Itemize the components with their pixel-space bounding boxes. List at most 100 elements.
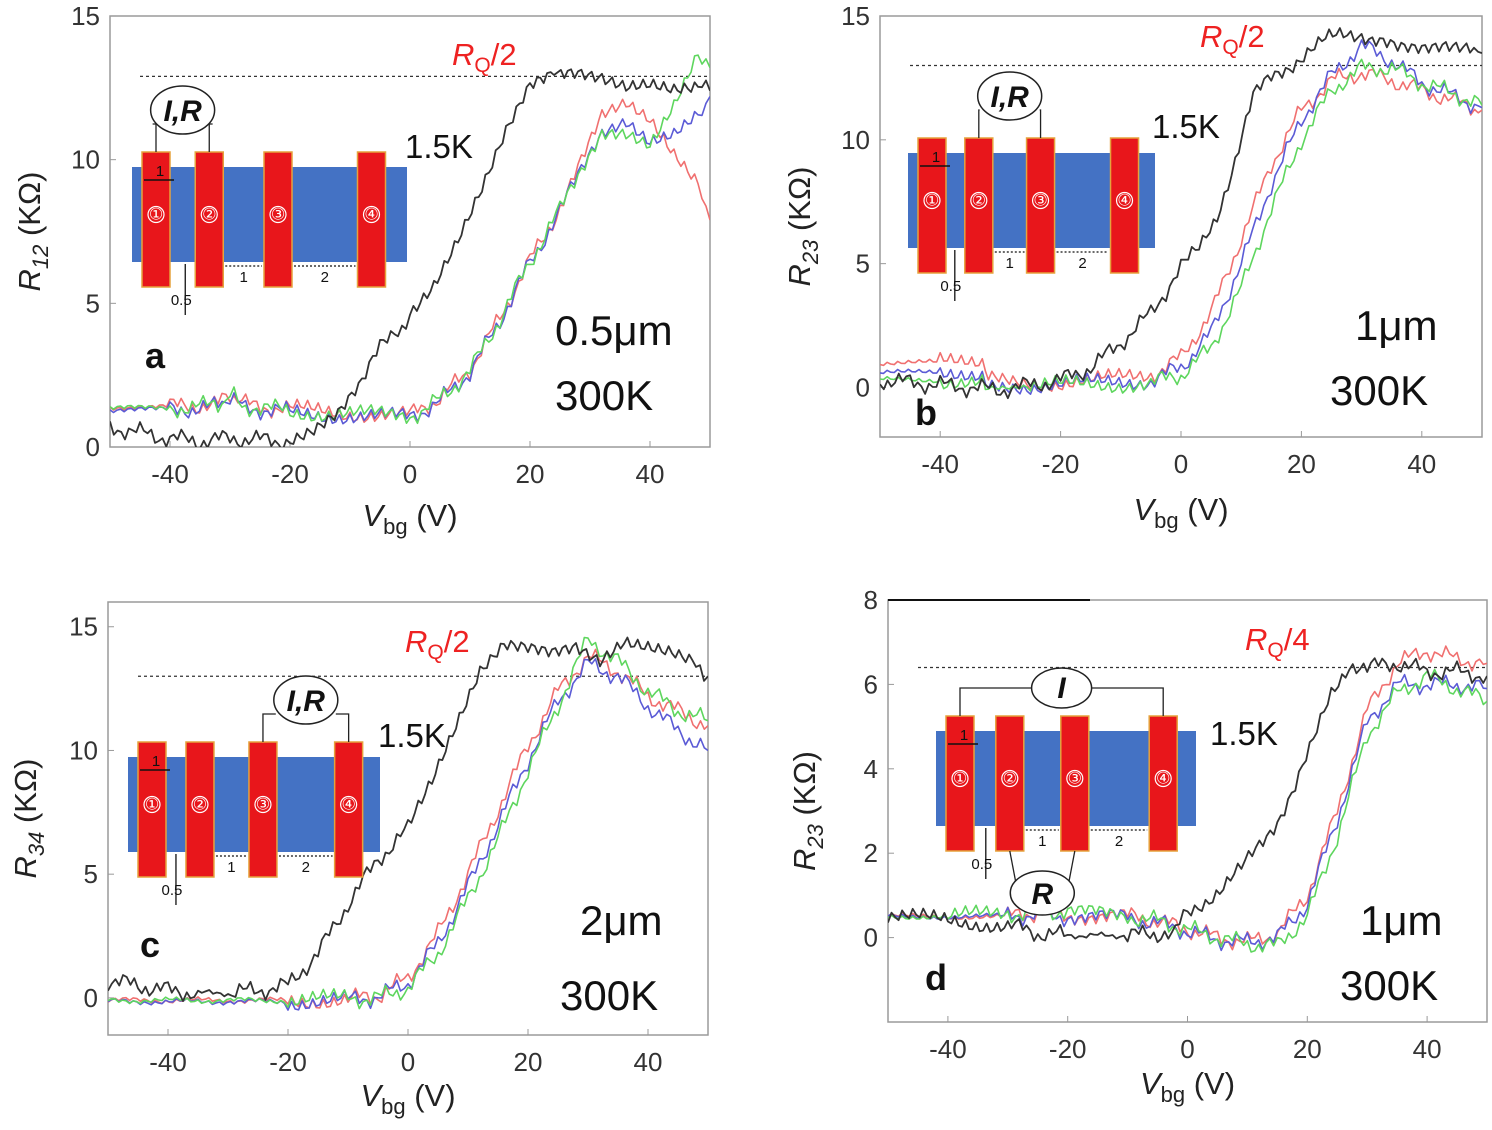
meter-label: R [1031, 878, 1053, 911]
contact-number-ring [970, 191, 988, 210]
dimension-label: 2 [302, 859, 310, 876]
device-inset: ① ② ③ ④ 1 0.5 1 2 I,R [908, 71, 1155, 301]
contact-electrode [141, 151, 171, 288]
dimension-label: 1 [152, 753, 160, 770]
series-group [110, 54, 710, 447]
x-tick-label: 0 [401, 1047, 415, 1077]
x-axis-label: Vbg (V) [360, 1078, 455, 1119]
panel-letter: c [140, 924, 160, 965]
rq-label-main: R [452, 37, 474, 72]
x-tick-label: 20 [1293, 1034, 1322, 1064]
wire [959, 687, 1032, 716]
dimension-label: 2 [1115, 833, 1123, 850]
contact-electrode [248, 741, 278, 878]
meter-label: I,R [287, 685, 326, 718]
series-line-black-1-5k [880, 27, 1482, 400]
y-axis-label-var: R [782, 264, 817, 286]
wire [1091, 687, 1164, 716]
rq-label-sub: Q [1222, 36, 1238, 59]
x-axis-label-var: V [362, 498, 386, 533]
temp-low-label: 1.5K [1152, 108, 1220, 145]
panel-letter: d [925, 957, 947, 998]
y-tick-label: 5 [84, 859, 98, 889]
series-line-black-1-5k [888, 657, 1487, 944]
dimension-label: 1 [960, 727, 968, 744]
contact-number-ring [254, 795, 272, 814]
y-axis-label: R23 (KΩ) [787, 751, 828, 871]
contact-number: ② [1003, 771, 1017, 788]
temp-high-label: 300K [1340, 962, 1438, 1009]
device-inset: ① ② ③ ④ 1 0.5 1 2 I,R [128, 675, 380, 905]
y-axis-label-var: R [8, 856, 43, 878]
contact-number: ③ [256, 797, 270, 814]
y-axis-label: R34 (KΩ) [8, 759, 49, 879]
x-tick-label: 40 [1407, 449, 1436, 479]
rq-label-sub: Q [1267, 639, 1283, 662]
contact-number-ring [143, 795, 161, 814]
contact-number: ③ [271, 207, 285, 224]
dimension-label: 0.5 [971, 856, 992, 873]
channel-length-label: 0.5μm [555, 307, 673, 354]
dimension-label: 2 [321, 269, 329, 286]
x-axis-label-unit: (V) [408, 498, 458, 533]
dimension-label: 1 [156, 163, 164, 180]
series-line-black-1-5k [110, 68, 710, 447]
contact-number-ring [1031, 191, 1050, 210]
temp-high-label: 300K [555, 372, 653, 419]
y-tick-label: 2 [864, 838, 878, 868]
dimension-label: 2 [1078, 255, 1086, 272]
y-axis-label-sub: 12 [28, 245, 53, 269]
contact-number: ④ [1117, 193, 1131, 210]
rq-label: RQ/2 [405, 624, 470, 664]
x-tick-label: -20 [271, 459, 309, 489]
x-axis-label-sub: bg [383, 514, 407, 539]
contact-electrode [356, 151, 387, 288]
y-axis-label-sub: 23 [798, 239, 823, 265]
series-group [108, 636, 708, 1011]
x-tick-label: -20 [269, 1047, 307, 1077]
rq-label-main: R [1245, 622, 1267, 657]
contact-number: ② [193, 797, 207, 814]
contact-number: ① [953, 771, 967, 788]
y-axis-label-sub: 23 [803, 823, 828, 849]
meter-ellipse [1030, 667, 1093, 709]
meter-label: I,R [991, 81, 1030, 114]
device-inset: ① ② ③ ④ 1 0.5 1 2 I R [936, 667, 1196, 916]
series-group [880, 27, 1482, 400]
wire [1067, 850, 1076, 886]
y-tick-label: 6 [864, 669, 878, 699]
contact-number-ring [362, 205, 381, 224]
x-tick-label: 40 [1413, 1034, 1442, 1064]
x-axis-label-unit: (V) [1179, 492, 1229, 527]
contact-electrode [185, 741, 215, 878]
contact-number: ② [972, 193, 986, 210]
contact-number: ② [202, 207, 216, 224]
y-axis-label-sub: 34 [24, 832, 49, 856]
series-line-green-300k [110, 54, 710, 425]
y-tick-label: 8 [864, 585, 878, 615]
meter-label: I,R [163, 95, 202, 128]
meter-ellipse [149, 85, 216, 135]
contact-number: ③ [1068, 771, 1082, 788]
rq-label-tail: /2 [444, 624, 470, 659]
y-tick-label: 15 [71, 1, 100, 31]
contact-number-ring [1066, 769, 1084, 788]
device-inset: ① ② ③ ④ 1 0.5 1 2 I,R [132, 85, 407, 315]
x-tick-label: 20 [1287, 449, 1316, 479]
series-line-red-300k [110, 98, 710, 424]
contact-number: ④ [1156, 771, 1170, 788]
x-axis-label-sub: bg [1161, 1082, 1185, 1107]
x-tick-label: -40 [929, 1034, 967, 1064]
contact-electrode [1025, 137, 1056, 274]
contact-number-ring [1001, 769, 1019, 788]
rq-label: RQ/2 [452, 37, 517, 77]
contact-number: ① [925, 193, 939, 210]
y-tick-label: 15 [841, 1, 870, 31]
wire [335, 713, 350, 742]
series-line-green-300k [888, 668, 1487, 953]
channel-length-label: 2μm [580, 897, 663, 944]
panel-letter: b [915, 392, 937, 433]
wire [262, 713, 276, 742]
